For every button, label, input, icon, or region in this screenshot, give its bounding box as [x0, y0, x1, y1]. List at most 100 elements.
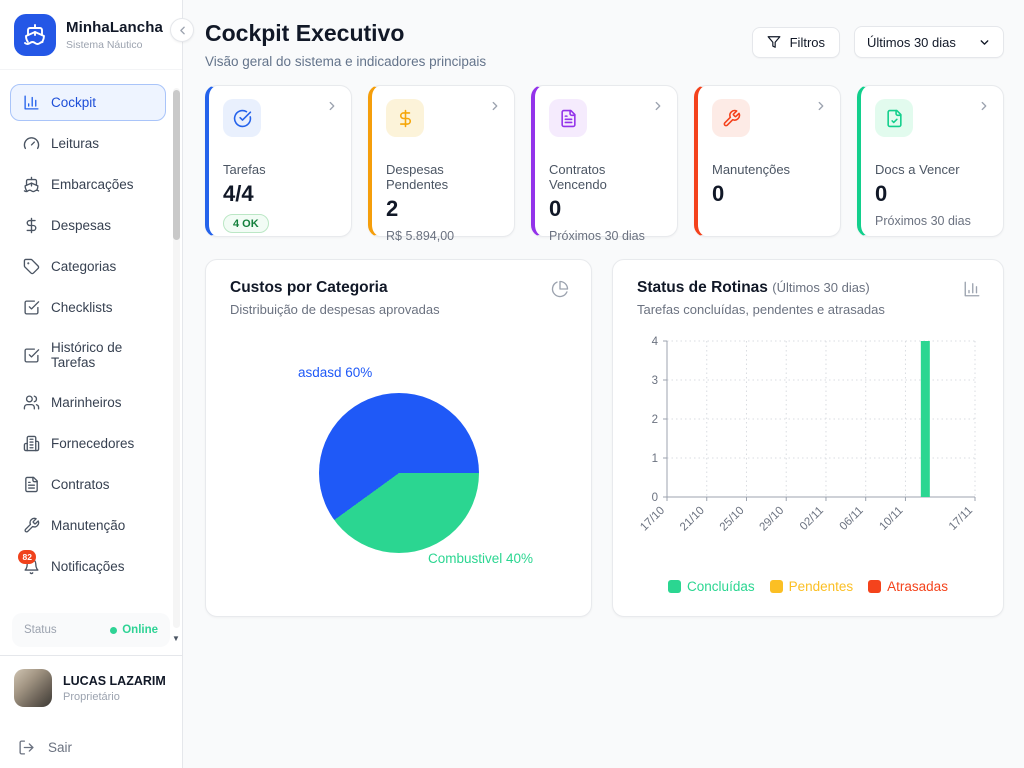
svg-text:17/10: 17/10: [638, 505, 667, 534]
logout-icon: [19, 740, 34, 755]
sidebar-item-embarcacoes[interactable]: Embarcações: [10, 166, 166, 203]
ship-icon: [23, 176, 40, 193]
bar-chart-subtitle: Tarefas concluídas, pendentes e atrasada…: [637, 302, 885, 317]
bar-chart-legend: Concluídas Pendentes Atrasadas: [637, 579, 979, 594]
legend-item-atrasadas[interactable]: Atrasadas: [868, 579, 948, 594]
kpi-row: Tarefas 4/4 4 OK Despesas Pendentes 2 R$ 5.89…: [205, 85, 1004, 243]
kpi-card-docs-a-vencer[interactable]: Docs a Vencer 0 Próximos 30 dias: [857, 85, 1004, 237]
status-badge: Online: [110, 624, 158, 636]
pie-chart-title: Custos por Categoria: [230, 279, 388, 296]
legend-item-concluídas[interactable]: Concluídas: [668, 579, 755, 594]
bar-concluídas: [920, 341, 930, 497]
filter-icon: [767, 36, 781, 48]
pie-chart-card: Custos por Categoria Distribuição de des…: [205, 259, 592, 617]
sidebar-item-label: Checklists: [51, 300, 113, 315]
brand-name: MinhaLancha: [66, 19, 163, 36]
pie-chart-icon: [551, 280, 569, 298]
chevron-right-icon: [655, 101, 661, 111]
sidebar-scrollbar-track[interactable]: [173, 88, 180, 628]
brand-subtitle: Sistema Náutico: [66, 39, 143, 51]
file-text-icon: [25, 476, 38, 493]
svg-text:29/10: 29/10: [758, 505, 787, 534]
sidebar-item-despesas[interactable]: Despesas: [10, 207, 166, 244]
bar-chart-canvas[interactable]: 0 1 2 3 4 17/10 21/10 25/10 29/10 02/11 06/11 10/11…: [637, 333, 979, 575]
kpi-icon-box: [223, 99, 261, 137]
period-select[interactable]: Últimos 30 dias: [854, 26, 1004, 58]
legend-swatch-icon: [769, 580, 783, 593]
legend-label: Concluídas: [687, 579, 755, 594]
legend-item-pendentes[interactable]: Pendentes: [769, 579, 853, 594]
kpi-value: 4/4: [223, 181, 254, 206]
users-icon: [23, 395, 40, 410]
sidebar-item-label: Despesas: [51, 218, 112, 233]
dollar-icon: [26, 217, 37, 234]
svg-text:0: 0: [652, 492, 658, 504]
pie-chart-subtitle: Distribuição de despesas aprovadas: [230, 302, 440, 317]
brand: MinhaLancha Sistema Náutico: [0, 0, 182, 70]
sidebar-item-fornecedores[interactable]: Fornecedores: [10, 425, 166, 462]
svg-text:25/10: 25/10: [718, 505, 747, 534]
pie-slice-label: Combustivel 40%: [428, 551, 534, 566]
check-circle-icon: [233, 109, 251, 127]
user-role: Proprietário: [63, 690, 120, 703]
kpi-card-manuten-es[interactable]: Manutenções 0: [694, 85, 841, 237]
sidebar-item-label: Fornecedores: [51, 436, 135, 451]
sidebar-scrollbar-thumb[interactable]: [173, 90, 180, 240]
sidebar-item-categorias[interactable]: Categorias: [10, 248, 166, 285]
kpi-value: 0: [875, 181, 888, 206]
kpi-card-contratos-vencendo[interactable]: Contratos Vencendo 0 Próximos 30 dias: [531, 85, 678, 243]
sidebar-item-marinheiros[interactable]: Marinheiros: [10, 384, 166, 421]
sidebar-item-checklists[interactable]: Checklists: [10, 289, 166, 326]
period-value: Últimos 30 dias: [867, 34, 956, 50]
kpi-value: 2: [386, 196, 399, 221]
sidebar: MinhaLancha Sistema Náutico Cockpit Leitu…: [0, 0, 194, 768]
legend-swatch-icon: [868, 580, 882, 593]
chevron-down-icon: [980, 39, 989, 45]
kpi-label: Contratos Vencendo: [549, 162, 607, 192]
svg-text:3: 3: [652, 375, 658, 387]
chevron-left-icon: [179, 26, 185, 34]
sidebar-item-label: Manutenção: [51, 518, 126, 533]
gauge-icon: [23, 137, 40, 150]
kpi-subtext: Próximos 30 dias: [875, 214, 971, 228]
sidebar-item-cockpit[interactable]: Cockpit: [10, 84, 166, 121]
status-widget: Status Online: [12, 613, 170, 647]
svg-text:21/10: 21/10: [678, 505, 707, 534]
svg-text:1: 1: [652, 453, 658, 465]
tag-icon: [23, 258, 40, 275]
sidebar-item-label: Categorias: [51, 259, 117, 274]
notification-badge: 82: [18, 550, 37, 564]
kpi-label: Docs a Vencer: [875, 162, 960, 177]
sidebar-item-contratos[interactable]: Contratos: [10, 466, 166, 503]
charts-row: Custos por Categoria Distribuição de des…: [205, 259, 1004, 617]
filters-button[interactable]: Filtros: [751, 26, 840, 58]
kpi-value: 0: [712, 181, 725, 206]
sidebar-scrollbar-down-button[interactable]: ▼: [172, 634, 180, 643]
svg-text:10/11: 10/11: [877, 505, 905, 533]
boat-icon: [24, 24, 45, 45]
sidebar-item-leituras[interactable]: Leituras: [10, 125, 166, 162]
kpi-card-tarefas[interactable]: Tarefas 4/4 4 OK: [205, 85, 352, 237]
kpi-icon-box: [549, 99, 587, 137]
sidebar-item-label: Notificações: [51, 559, 125, 574]
sidebar-item-label: Contratos: [51, 477, 110, 492]
sidebar-item-label: Embarcações: [51, 177, 134, 192]
kpi-icon-box: [386, 99, 424, 137]
building-icon: [23, 435, 40, 452]
sidebar-item-historico-de-tarefas[interactable]: Histórico de Tarefas: [10, 330, 166, 380]
sidebar-collapse-button[interactable]: [170, 18, 194, 42]
pie-slice-label: asdasd 60%: [298, 365, 373, 380]
sidebar-item-notificacoes[interactable]: 82 Notificações: [10, 548, 166, 585]
chevron-right-icon: [329, 101, 335, 111]
page-title: Cockpit Executivo: [205, 20, 405, 46]
sidebar-nav: Cockpit Leituras Embarcações Despesas Catego…: [0, 70, 182, 613]
user-name: LUCAS LAZARIM: [63, 673, 166, 688]
sidebar-item-manutencao[interactable]: Manutenção: [10, 507, 166, 544]
kpi-card-despesas-pendentes[interactable]: Despesas Pendentes 2 R$ 5.894,00: [368, 85, 515, 243]
status-label: Status: [24, 624, 57, 636]
kpi-label: Despesas Pendentes: [386, 162, 449, 192]
kpi-value: 0: [549, 196, 562, 221]
bar-chart-title: Status de Rotinas: [637, 279, 768, 296]
logout-button[interactable]: Sair: [0, 727, 182, 768]
pie-chart[interactable]: [318, 393, 479, 553]
